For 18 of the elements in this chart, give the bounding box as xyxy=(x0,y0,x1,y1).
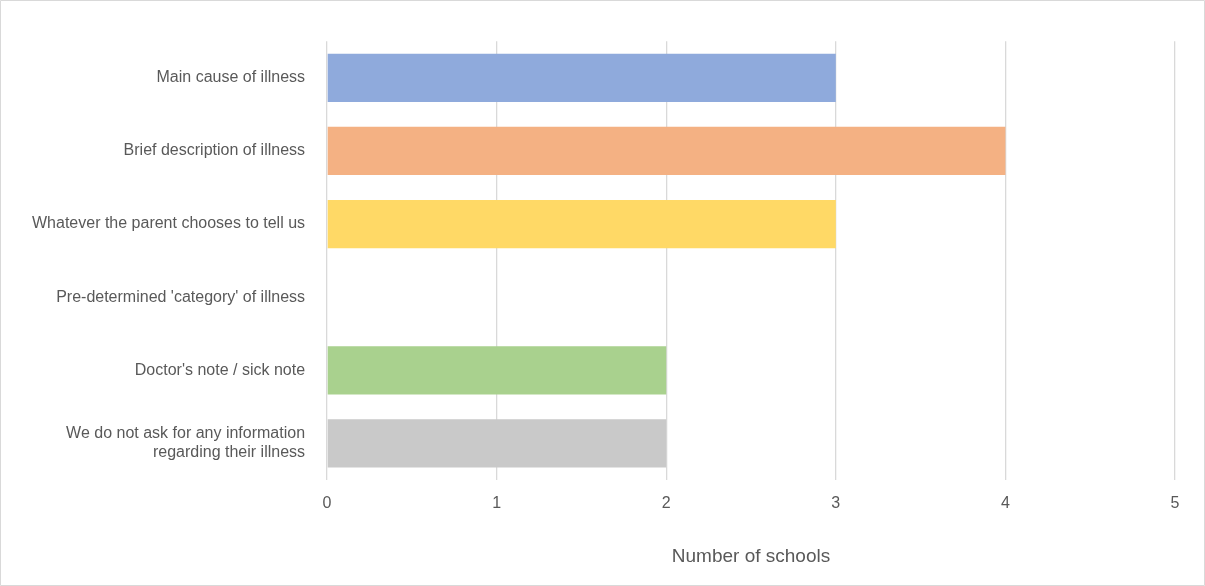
x-axis-title: Number of schools xyxy=(671,544,831,566)
bar xyxy=(327,199,836,249)
y-tick-label: Doctor's note / sick note xyxy=(134,360,306,378)
y-tick-label: Pre-determined 'category' of illness xyxy=(56,287,306,305)
x-tick-label: 5 xyxy=(1170,494,1180,512)
y-tick-label: We do not ask for any information regarding their illness xyxy=(66,424,306,461)
x-tick-label: 3 xyxy=(831,494,841,512)
bar xyxy=(327,346,667,395)
x-tick-label: 4 xyxy=(1000,494,1010,512)
bar xyxy=(327,419,667,468)
y-tick-label: Main cause of illness xyxy=(156,68,306,86)
x-tick-label: 0 xyxy=(322,494,332,512)
bar xyxy=(327,126,1006,176)
x-tick-label: 1 xyxy=(492,494,502,512)
y-tick-label: Whatever the parent chooses to tell us xyxy=(31,214,306,232)
x-tick-label: 2 xyxy=(661,494,671,512)
bar xyxy=(327,53,836,102)
y-tick-label: Brief description of illness xyxy=(123,141,306,159)
